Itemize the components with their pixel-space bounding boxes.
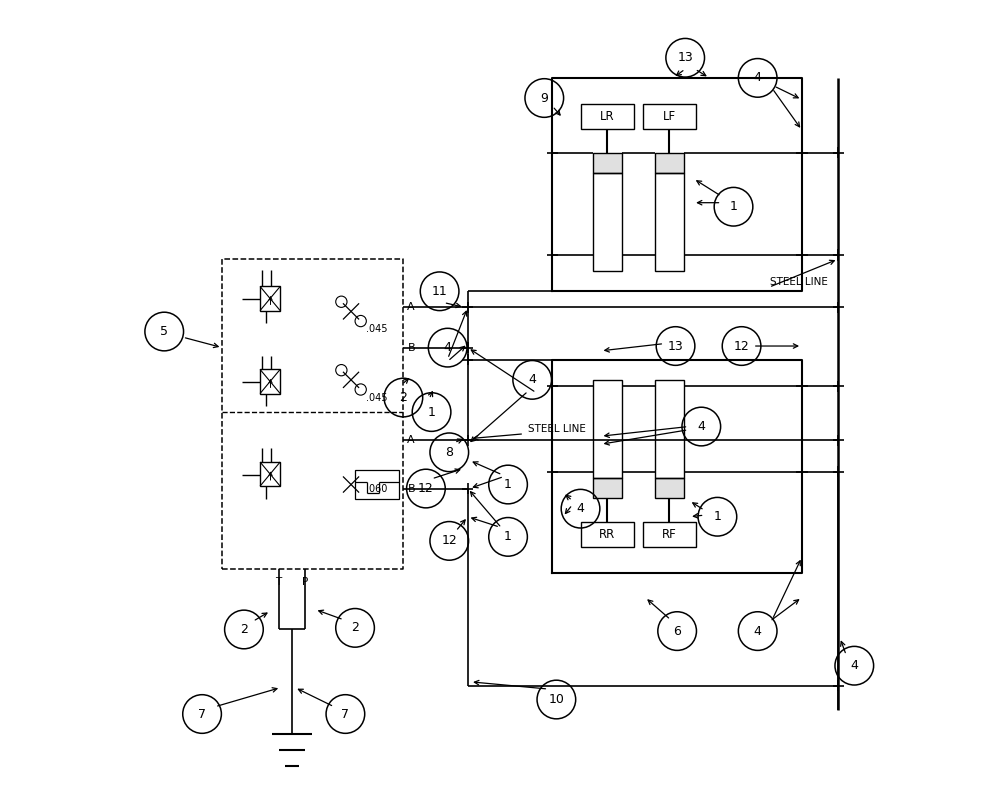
Text: 4: 4 — [528, 373, 536, 386]
Text: 6: 6 — [673, 625, 681, 638]
Bar — [355, 470, 399, 499]
Text: A: A — [407, 436, 415, 445]
Bar — [655, 478, 684, 499]
Text: 11: 11 — [432, 284, 447, 298]
Text: B: B — [407, 483, 415, 494]
Bar — [593, 173, 622, 271]
Text: .045: .045 — [366, 393, 387, 402]
Bar — [655, 173, 684, 271]
Bar — [581, 104, 634, 128]
Text: B: B — [407, 343, 415, 352]
Text: 12: 12 — [441, 534, 457, 547]
Bar — [643, 522, 696, 546]
Text: 10: 10 — [548, 693, 564, 706]
Text: 4: 4 — [697, 420, 705, 433]
Text: 13: 13 — [668, 339, 683, 352]
Text: 12: 12 — [418, 482, 434, 495]
Text: RR: RR — [599, 528, 615, 541]
Bar — [643, 104, 696, 128]
Text: RF: RF — [662, 528, 676, 541]
Text: T: T — [275, 577, 282, 587]
Bar — [593, 153, 622, 173]
Bar — [593, 380, 622, 478]
Text: P: P — [302, 577, 308, 587]
Text: 4: 4 — [850, 659, 858, 672]
Text: STEEL LINE: STEEL LINE — [528, 423, 586, 434]
Text: LF: LF — [663, 110, 676, 123]
Text: 7: 7 — [341, 708, 349, 721]
Bar — [260, 287, 280, 310]
Text: 2: 2 — [240, 623, 248, 636]
Text: .060: .060 — [366, 483, 387, 494]
Text: 9: 9 — [540, 91, 548, 104]
Text: 1: 1 — [713, 510, 721, 524]
Text: 4: 4 — [577, 503, 584, 516]
Text: 4: 4 — [754, 71, 762, 84]
Text: LR: LR — [600, 110, 614, 123]
Text: 4: 4 — [754, 625, 762, 638]
Bar — [655, 380, 684, 478]
Text: STEEL LINE: STEEL LINE — [770, 277, 828, 287]
Bar — [593, 478, 622, 499]
Text: 2: 2 — [399, 391, 407, 404]
Text: 13: 13 — [677, 51, 693, 65]
Text: 8: 8 — [445, 446, 453, 459]
Text: 1: 1 — [730, 200, 737, 213]
Text: 1: 1 — [504, 478, 512, 491]
Text: A: A — [407, 302, 415, 313]
Text: 1: 1 — [504, 530, 512, 543]
Bar — [260, 462, 280, 486]
Text: 4: 4 — [444, 341, 452, 354]
Text: 5: 5 — [160, 325, 168, 338]
Text: 7: 7 — [198, 708, 206, 721]
Bar — [655, 153, 684, 173]
Bar — [260, 369, 280, 393]
Text: 2: 2 — [351, 621, 359, 634]
Text: .045: .045 — [366, 324, 387, 335]
Text: 12: 12 — [734, 339, 749, 352]
Bar — [581, 522, 634, 546]
Text: 1: 1 — [428, 406, 435, 419]
